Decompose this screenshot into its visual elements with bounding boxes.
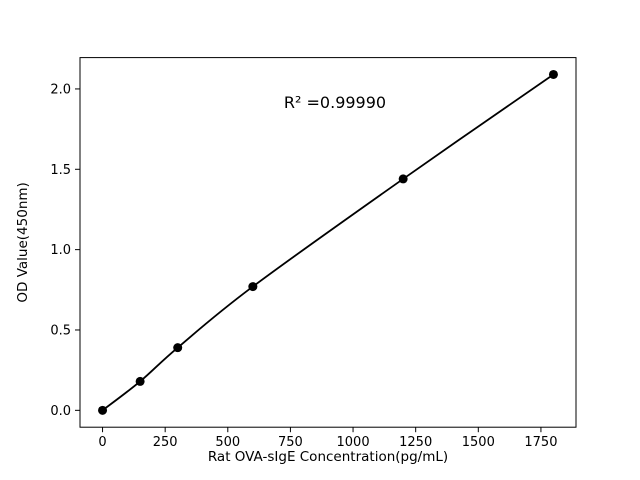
plot-area: 0 250 500 750 1000 1250 1500 1750 0.0 0.5 1.0 1.5 2.… (50, 57, 577, 450)
y-axis-label: OD Value(450nm) (15, 182, 31, 302)
data-point (548, 69, 558, 79)
y-tick-label: 1.5 (50, 163, 71, 178)
y-tick-label: 0.5 (50, 323, 71, 338)
data-point (398, 174, 408, 184)
data-point (98, 405, 108, 415)
y-tick-label: 1.0 (50, 243, 71, 258)
y-tick-label: 2.0 (50, 82, 71, 97)
x-tick-label: 750 (278, 435, 303, 450)
x-tick-label: 0 (98, 435, 106, 450)
x-tick-label: 1000 (337, 435, 370, 450)
r-squared-annotation: R² =0.99990 (284, 93, 386, 112)
x-tick-label: 1750 (524, 435, 557, 450)
data-point (135, 376, 145, 386)
x-tick-label: 250 (153, 435, 178, 450)
x-axis-label: Rat OVA-sIgE Concentration(pg/mL) (208, 449, 448, 465)
data-point (173, 343, 183, 353)
x-tick-label: 1250 (399, 435, 432, 450)
x-tick-label: 500 (215, 435, 240, 450)
x-tick-label: 1500 (462, 435, 495, 450)
fit-curve (101, 73, 554, 412)
data-point (248, 282, 258, 292)
y-tick-label: 0.0 (50, 404, 71, 419)
plot-frame (79, 57, 577, 428)
